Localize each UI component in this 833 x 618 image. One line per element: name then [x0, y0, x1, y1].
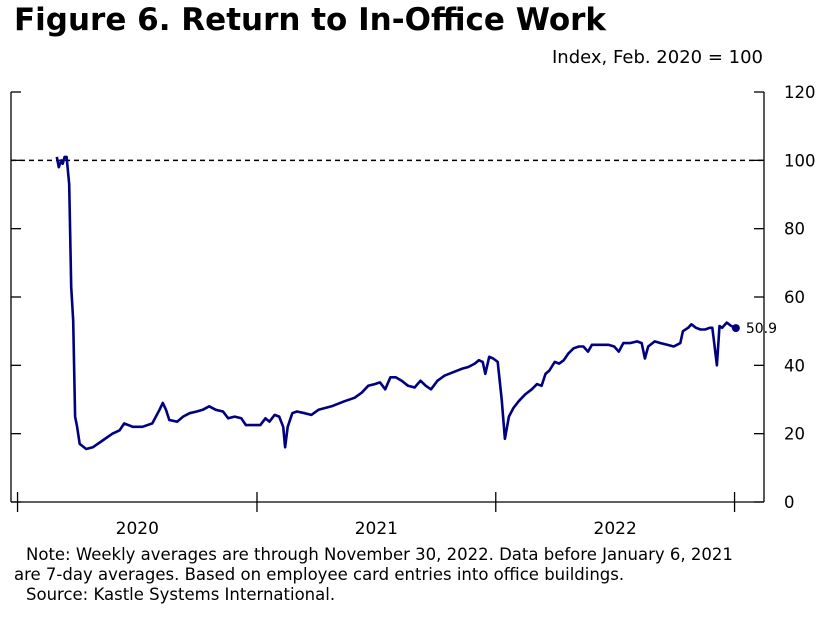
y-tick-label: 80 — [784, 220, 805, 239]
plot-frame — [10, 92, 765, 503]
y-tick-label: 20 — [784, 425, 805, 444]
end-value-label: 50.9 — [746, 321, 777, 337]
series-end-marker — [731, 324, 740, 333]
x-tick-label: 2021 — [355, 519, 398, 539]
annotation-group: 50.9 — [746, 321, 777, 337]
y-tick-label: 40 — [784, 356, 805, 375]
y-tick-label: 0 — [784, 493, 795, 512]
series-group — [55, 155, 740, 451]
x-axis: 2020 2021 2022 — [16, 492, 736, 539]
y-tick-label: 120 — [784, 83, 816, 102]
y-axis-units-label: Index, Feb. 2020 = 100 — [552, 47, 763, 68]
chart-note: Note: Weekly averages are through Novemb… — [14, 545, 814, 605]
source-line: Source: Kastle Systems International. — [26, 585, 336, 604]
note-line-1: Note: Weekly averages are through Novemb… — [26, 545, 733, 564]
x-tick-label: 2020 — [116, 519, 159, 539]
y-tick-label: 100 — [784, 151, 816, 170]
note-line-2: are 7-day averages. Based on employee ca… — [14, 565, 625, 584]
y-tick-label: 60 — [784, 288, 805, 307]
series-line — [55, 155, 737, 451]
y-axis: 0 20 40 60 80 100 120 — [11, 83, 816, 512]
chart-title: Figure 6. Return to In-Office Work — [14, 2, 607, 38]
x-tick-label: 2022 — [594, 519, 637, 539]
